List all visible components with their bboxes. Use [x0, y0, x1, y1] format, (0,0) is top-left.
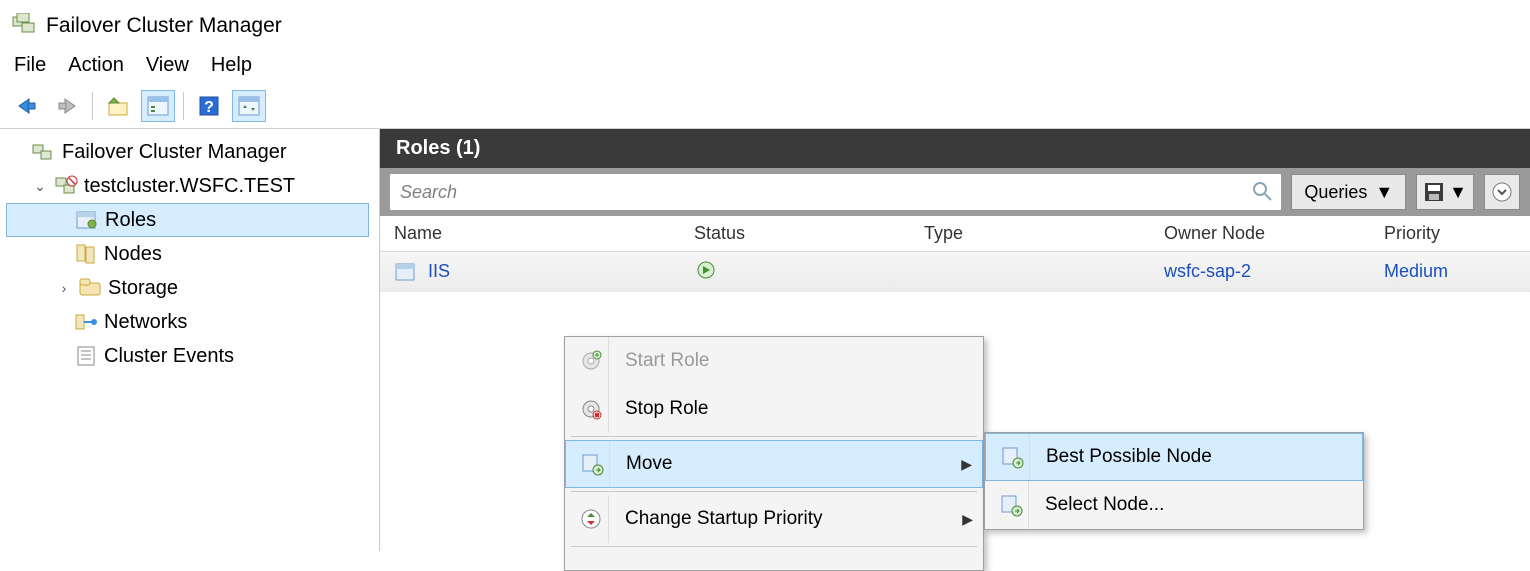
tree-cluster-label: testcluster.WSFC.TEST: [84, 175, 295, 198]
search-icon: [1251, 180, 1273, 202]
nodes-icon: [74, 243, 98, 265]
menu-separator: [571, 436, 977, 437]
menu-move[interactable]: Move ▶: [565, 440, 983, 488]
queries-label: Queries: [1304, 182, 1367, 203]
roles-icon: [75, 209, 99, 231]
toolbar: ?: [0, 85, 1530, 129]
save-button[interactable]: ▼: [1416, 174, 1474, 210]
menu-help[interactable]: Help: [211, 54, 252, 77]
role-icon: [394, 261, 418, 283]
menu-action[interactable]: Action: [68, 54, 124, 77]
app-icon: [12, 15, 36, 37]
menu-stop-role[interactable]: Stop Role: [565, 385, 983, 433]
tree-item-nodes[interactable]: Nodes: [6, 237, 379, 271]
cluster-manager-icon: [32, 141, 56, 163]
menu-label: Move: [626, 453, 672, 475]
menu-view[interactable]: View: [146, 54, 189, 77]
menu-start-role[interactable]: Start Role: [565, 337, 983, 385]
expand-button[interactable]: [1484, 174, 1520, 210]
tree-cluster[interactable]: ⌄ testcluster.WSFC.TEST: [6, 169, 379, 203]
tree-item-label: Networks: [104, 311, 187, 334]
submenu-arrow-icon: ▶: [962, 511, 973, 528]
svg-text:?: ?: [204, 99, 214, 116]
refresh-button[interactable]: [232, 90, 266, 122]
menu-label: Change Startup Priority: [625, 508, 823, 530]
chevron-down-icon: ▼: [1449, 182, 1467, 203]
gear-down-icon: [573, 385, 609, 433]
submenu-best-node[interactable]: Best Possible Node: [985, 433, 1363, 481]
server-move-icon: [993, 481, 1029, 529]
queries-button[interactable]: Queries ▼: [1291, 174, 1406, 210]
priority-icon: [573, 495, 609, 543]
back-button[interactable]: [10, 90, 44, 122]
cell-owner: wsfc-sap-2: [1150, 261, 1370, 282]
tree-item-label: Roles: [105, 209, 156, 232]
tree-item-storage[interactable]: › Storage: [6, 271, 379, 305]
tree-item-label: Cluster Events: [104, 345, 234, 368]
status-running-icon: [694, 259, 718, 281]
properties-button[interactable]: [141, 90, 175, 122]
col-type[interactable]: Type: [910, 223, 1150, 244]
submenu-select-node[interactable]: Select Node...: [985, 481, 1363, 529]
menu-more: [565, 550, 983, 570]
search-placeholder: Search: [400, 182, 457, 203]
menu-label: Start Role: [625, 350, 709, 372]
tree-root[interactable]: Failover Cluster Manager: [6, 135, 379, 169]
menu-file[interactable]: File: [14, 54, 46, 77]
server-move-icon: [994, 434, 1030, 480]
twisty-icon[interactable]: ⌄: [32, 178, 48, 195]
gear-up-icon: [573, 337, 609, 385]
menu-separator: [571, 546, 977, 547]
search-bar: Search Queries ▼ ▼: [380, 168, 1530, 216]
table-header: Name Status Type Owner Node Priority: [380, 216, 1530, 252]
tree-item-cluster-events[interactable]: Cluster Events: [6, 339, 379, 373]
tree-item-label: Nodes: [104, 243, 162, 266]
menu-bar: File Action View Help: [0, 48, 1530, 85]
menu-label: Select Node...: [1045, 494, 1164, 516]
up-button[interactable]: [101, 90, 135, 122]
cell-priority: Medium: [1370, 261, 1500, 282]
menu-separator: [571, 491, 977, 492]
tree-root-label: Failover Cluster Manager: [62, 141, 287, 164]
storage-icon: [78, 277, 102, 299]
panel-header: Roles (1): [380, 129, 1530, 168]
events-icon: [74, 345, 98, 367]
nav-tree: Failover Cluster Manager ⌄ testcluster.W…: [0, 129, 380, 551]
search-input[interactable]: Search: [390, 174, 1281, 210]
submenu-arrow-icon: ▶: [961, 456, 972, 473]
menu-label: Stop Role: [625, 398, 708, 420]
forward-button[interactable]: [50, 90, 84, 122]
networks-icon: [74, 311, 98, 333]
tree-item-label: Storage: [108, 277, 178, 300]
tree-item-networks[interactable]: Networks: [6, 305, 379, 339]
col-name[interactable]: Name: [380, 223, 680, 244]
menu-label: Best Possible Node: [1046, 446, 1212, 468]
toolbar-separator: [92, 92, 93, 120]
menu-change-priority[interactable]: Change Startup Priority ▶: [565, 495, 983, 543]
twisty-icon[interactable]: ›: [56, 280, 72, 296]
table-row[interactable]: IIS wsfc-sap-2 Medium: [380, 252, 1530, 292]
context-submenu: Best Possible Node Select Node...: [984, 432, 1364, 530]
help-button[interactable]: ?: [192, 90, 226, 122]
tree-item-roles[interactable]: Roles: [6, 203, 369, 237]
cluster-icon: [54, 175, 78, 197]
col-priority[interactable]: Priority: [1370, 223, 1500, 244]
title-bar: Failover Cluster Manager: [0, 0, 1530, 48]
col-status[interactable]: Status: [680, 223, 910, 244]
window-title: Failover Cluster Manager: [46, 14, 282, 38]
col-owner[interactable]: Owner Node: [1150, 223, 1370, 244]
server-move-icon: [574, 441, 610, 487]
context-menu: Start Role Stop Role Move ▶ Change Start…: [564, 336, 984, 571]
toolbar-separator: [183, 92, 184, 120]
cell-name: IIS: [428, 261, 450, 282]
chevron-down-icon: ▼: [1375, 182, 1393, 203]
